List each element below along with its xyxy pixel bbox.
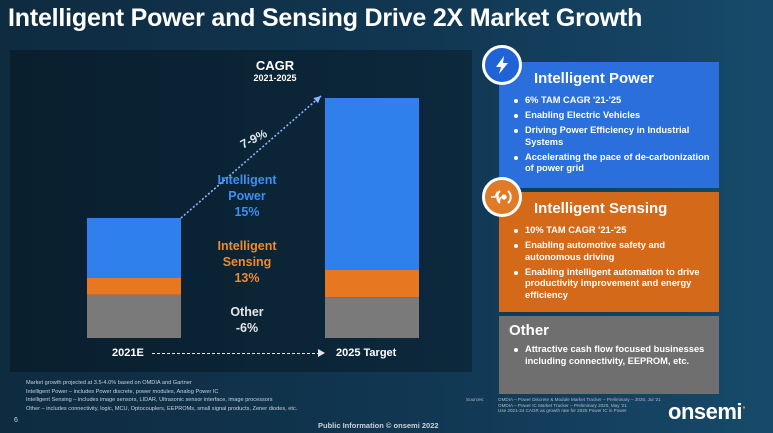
segment-label-power: Intelligent Power 15% [202, 172, 292, 220]
bar-segment-other-1 [87, 294, 181, 338]
segment-label-power-line2: Power [228, 189, 266, 203]
panel-other-title: Other [509, 322, 550, 339]
growth-arrowhead [313, 96, 321, 104]
segment-label-power-rate: 15% [234, 205, 260, 219]
panel-power-bullet: Driving Power Efficiency in Industrial S… [513, 125, 713, 148]
timeline-arrowhead [318, 349, 325, 357]
logo-mark: · [742, 399, 747, 415]
timeline-arrow [152, 353, 320, 354]
segment-label-other: Other -6% [202, 304, 292, 336]
bar-segment-intelligent-sensing-1 [87, 278, 181, 295]
power-bolt-icon [482, 45, 522, 85]
cagr-title: CAGR [255, 58, 295, 73]
segment-label-sensing-line2: Sensing [222, 255, 272, 269]
panel-sensing-bullets: 10% TAM CAGR '21-'25 Enabling automotive… [513, 225, 713, 305]
segment-label-sensing-line1: Intelligent [217, 239, 277, 253]
slide-title: Intelligent Power and Sensing Drive 2X M… [8, 4, 643, 32]
panel-other: Other Attractive cash flow focused busin… [499, 316, 719, 394]
panel-other-bullets: Attractive cash flow focused businesses … [513, 344, 713, 371]
panel-sensing-bullet: Enabling automotive safety and autonomou… [513, 240, 713, 263]
cagr-subtitle: 2021-2025 [253, 73, 297, 83]
panel-intelligent-power: Intelligent Power 6% TAM CAGR '21-'25 En… [499, 62, 719, 188]
onsemi-logo: onsemi· [668, 399, 747, 425]
footnote-2: Intelligent Power – includes Power discr… [26, 388, 219, 395]
sensor-waves-icon [482, 177, 522, 217]
segment-label-sensing-rate: 13% [234, 271, 260, 285]
segment-label-sensing: Intelligent Sensing 13% [202, 238, 292, 286]
bar-segment-intelligent-power-2 [325, 98, 419, 270]
source-line-2: OMDIA – Power IC Market Tracker – Prelim… [498, 402, 627, 408]
source-line-3: Use 2021-24 CAGR as growth rate for 2025… [498, 408, 627, 414]
segment-label-power-line1: Intelligent [217, 173, 277, 187]
panel-power-bullet: Enabling Electric Vehicles [513, 110, 713, 122]
bar-segment-other-2 [325, 297, 419, 338]
segment-label-other-line1: Other [230, 305, 264, 319]
footnote-4: Other – includes connectivity, logic, MC… [26, 405, 298, 412]
source-line-1: OMDIA – Power Discrete & Module Market T… [498, 397, 661, 402]
x-tick-2025: 2025 Target [336, 347, 397, 359]
bar-segment-intelligent-power-1 [87, 218, 181, 278]
footnotes: Market growth projected at 3.5-4.0% base… [26, 379, 297, 413]
panel-power-title: Intelligent Power [534, 70, 655, 87]
panel-sensing-title: Intelligent Sensing [534, 200, 668, 217]
x-tick-2021: 2021E [112, 347, 144, 359]
panel-power-bullet: Accelerating the pace of de-carbonizatio… [513, 152, 713, 175]
logo-text: onsemi [668, 399, 743, 424]
panel-sensing-bullet: 10% TAM CAGR '21-'25 [513, 225, 713, 237]
cagr-header: CAGR 2021-2025 [240, 58, 310, 83]
sources-label: Sources: [466, 397, 485, 402]
bar-segment-intelligent-sensing-2 [325, 269, 419, 298]
panel-intelligent-sensing: Intelligent Sensing 10% TAM CAGR '21-'25… [499, 192, 719, 312]
growth-trend-line [180, 95, 322, 219]
panel-power-bullets: 6% TAM CAGR '21-'25 Enabling Electric Ve… [513, 95, 713, 178]
footer-text: Public Information © onsemi 2022 [318, 421, 439, 430]
panel-other-bullet: Attractive cash flow focused businesses … [513, 344, 713, 367]
footnote-3: Intelligent Sensing – includes image sen… [26, 397, 273, 404]
panel-power-bullet: 6% TAM CAGR '21-'25 [513, 95, 713, 107]
segment-label-other-rate: -6% [235, 321, 259, 335]
panel-sensing-bullet: Enabling intelligent automation to drive… [513, 267, 713, 302]
page-number: 6 [14, 417, 18, 424]
sources-body: OMDIA – Power Discrete & Module Market T… [498, 397, 661, 414]
footnote-1: Market growth projected at 3.5-4.0% base… [26, 380, 192, 386]
